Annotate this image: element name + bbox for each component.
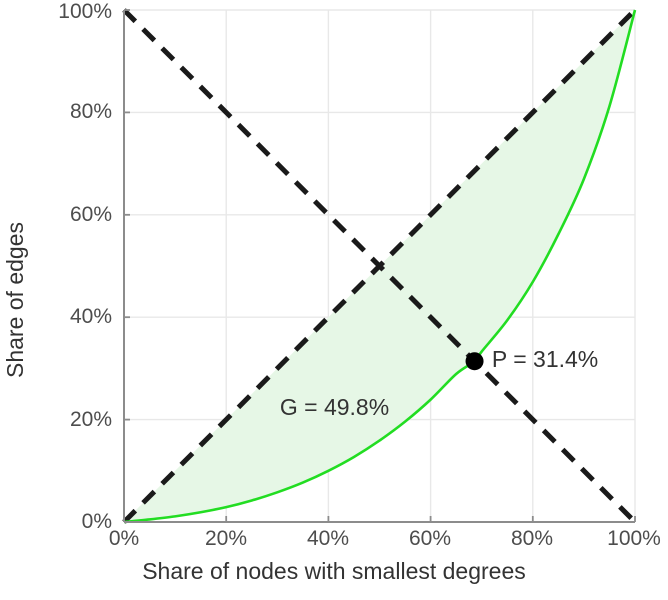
x-tick-label-60: 60% [408,527,452,550]
y-tick-label-20: 20% [69,408,112,431]
axis-tick-marks [123,9,636,523]
lorenz-curve [123,9,637,524]
x-tick-label-20: 20% [204,527,248,550]
point-p-marker [465,352,484,371]
x-tick-label-80: 80% [510,527,554,550]
x-axis-title: Share of nodes with smallest degrees [142,558,526,584]
y-tick-label-60: 60% [69,203,112,226]
gini-annotation-label: G = 49.8% [279,394,390,421]
y-tick-label-100: 100% [58,0,112,23]
x-tick-label-100: 100% [607,527,661,550]
y-tick-label-40: 40% [69,305,112,328]
equality-dashed-line [122,8,637,524]
point-annotation-label: P = 31.4% [491,346,599,373]
y-tick-label-0: 0% [81,510,112,533]
x-tick-label-0: 0% [108,527,140,550]
y-tick-label-80: 80% [69,100,112,123]
x-tick-label-40: 40% [306,527,350,550]
